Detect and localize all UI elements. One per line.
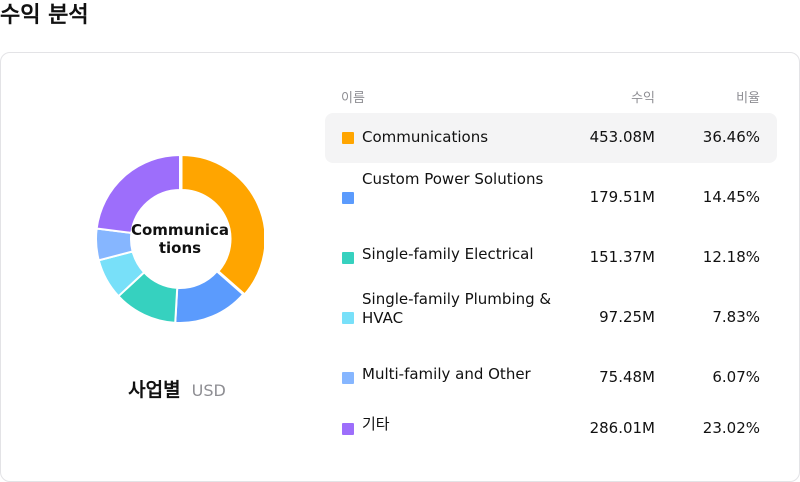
segment-name: Custom Power Solutions: [362, 170, 544, 188]
segment-percent: 36.46%: [702, 128, 760, 146]
segment-revenue: 286.01M: [589, 419, 655, 437]
segment-percent: 14.45%: [702, 188, 760, 206]
page-title: 수익 분석: [0, 3, 89, 28]
segment-percent: 6.07%: [712, 368, 760, 386]
column-header-name: 이름: [341, 91, 365, 106]
segment-revenue: 179.51M: [589, 188, 655, 206]
table-row[interactable]: Communications 453.08M 36.46%: [325, 113, 777, 163]
currency-unit: USD: [191, 381, 226, 400]
segment-revenue: 75.48M: [599, 368, 655, 386]
segment-percent: 12.18%: [702, 248, 760, 266]
segment-percent: 23.02%: [702, 419, 760, 437]
segment-table: 이름 수익 비율 Communications 453.08M 36.46% Cust…: [325, 77, 777, 455]
donut-slice[interactable]: [180, 155, 265, 296]
donut-slice[interactable]: [96, 155, 181, 234]
segment-name: 기타: [362, 415, 390, 433]
segment-name: Multi-family and Other: [362, 365, 531, 383]
column-header-revenue: 수익: [631, 91, 655, 106]
legend-swatch: [342, 132, 354, 144]
table-header: 이름 수익 비율: [325, 77, 777, 113]
table-row[interactable]: Single-family Electrical 151.37M 12.18%: [325, 233, 777, 283]
segment-revenue: 97.25M: [599, 308, 655, 326]
segment-name: Single-family Electrical: [362, 245, 534, 263]
table-row[interactable]: 기타 286.01M 23.02%: [325, 403, 777, 455]
legend-swatch: [342, 312, 354, 324]
revenue-card: Communications 사업별 USD 이름 수익 비율 Communic…: [0, 52, 800, 482]
table-row[interactable]: Multi-family and Other 75.48M 6.07%: [325, 353, 777, 403]
donut-chart: Communications: [96, 155, 264, 323]
segment-percent: 7.83%: [712, 308, 760, 326]
table-body: Communications 453.08M 36.46% Custom Power …: [325, 113, 777, 455]
segment-name: Single-family Plumbing & HVAC: [362, 290, 552, 327]
legend-swatch: [342, 372, 354, 384]
segment-revenue: 453.08M: [589, 128, 655, 146]
segment-revenue: 151.37M: [589, 248, 655, 266]
caption-label: 사업별: [128, 379, 181, 401]
legend-swatch: [342, 192, 354, 204]
donut-svg: [96, 155, 264, 323]
segment-name: Communications: [362, 128, 489, 146]
legend-swatch: [342, 252, 354, 264]
chart-caption: 사업별 USD: [1, 375, 353, 402]
table-row[interactable]: Single-family Plumbing & HVAC 97.25M 7.83%: [325, 283, 777, 353]
column-header-percent: 비율: [736, 91, 760, 106]
legend-swatch: [342, 423, 354, 435]
table-row[interactable]: Custom Power Solutions 179.51M 14.45%: [325, 163, 777, 233]
